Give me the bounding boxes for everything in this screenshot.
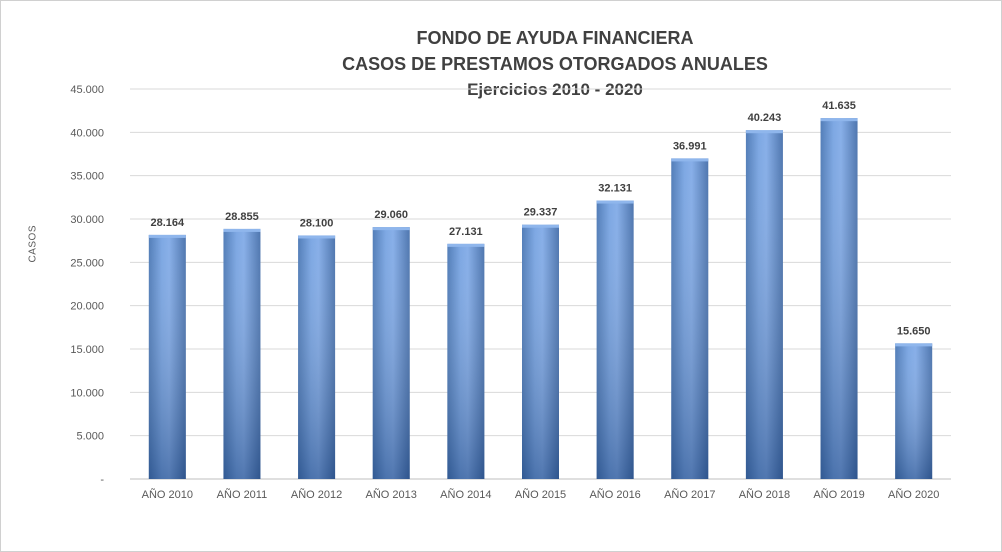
bar-group: 28.100 [298, 217, 336, 479]
data-label: 27.131 [449, 226, 483, 238]
bar-group: 29.060 [372, 209, 410, 479]
chart-titles: FONDO DE AYUDA FINANCIERA CASOS DE PREST… [155, 26, 955, 103]
data-label: 29.060 [374, 209, 408, 221]
data-label: 41.635 [822, 100, 856, 112]
y-tick-label: 35.000 [70, 171, 104, 183]
bar-group: 32.131 [596, 183, 634, 480]
x-tick-label: AÑO 2013 [366, 488, 417, 501]
x-tick-label: AÑO 2018 [739, 488, 790, 501]
x-tick-label: AÑO 2017 [664, 488, 715, 501]
data-label: 29.337 [524, 207, 558, 219]
y-tick-label: 10.000 [70, 387, 104, 399]
bar-group: 41.635 [820, 100, 858, 479]
bar-cap [372, 227, 410, 231]
data-label: 40.243 [748, 112, 782, 124]
bar-cap [596, 200, 634, 204]
bar-group: 28.855 [223, 211, 261, 479]
y-tick-label: 15.000 [70, 344, 104, 356]
bar-group: 40.243 [745, 112, 783, 479]
bar-cap [298, 235, 336, 239]
bar-group: 15.650 [895, 325, 933, 479]
bar-shade [447, 243, 485, 479]
bar-shade [671, 158, 709, 480]
bar-cap [671, 158, 709, 162]
bar-group: 27.131 [447, 226, 485, 479]
bar-shade [148, 234, 186, 479]
x-tick-label: AÑO 2016 [589, 488, 640, 501]
data-label: 28.100 [300, 217, 334, 229]
y-tick-label: 40.000 [70, 127, 104, 139]
bar-cap [895, 343, 933, 347]
chart-title: FONDO DE AYUDA FINANCIERA [416, 28, 694, 48]
x-axis-ticks: AÑO 2010 AÑO 2011 AÑO 2012 AÑO 2013 AÑO 2014… [142, 488, 940, 501]
bar-cap [820, 118, 858, 122]
bar-shade [223, 228, 261, 479]
bar-cap [148, 234, 186, 238]
bar-shade [522, 224, 559, 479]
y-tick-label: 30.000 [70, 214, 104, 226]
y-tick-label: 5.000 [76, 431, 104, 443]
bar-cap [447, 243, 485, 247]
chart-subtitle: CASOS DE PRESTAMOS OTORGADOS ANUALES [342, 53, 768, 74]
y-axis-ticks: - 5.000 10.000 15.000 20.000 25.000 30.000 35.0… [70, 84, 104, 486]
bar-cap [223, 228, 261, 232]
bar-group: 36.991 [671, 140, 709, 480]
bar-cap [745, 130, 783, 134]
bar-shade [298, 235, 336, 479]
x-tick-label: AÑO 2019 [813, 488, 864, 501]
y-tick-label: 20.000 [70, 301, 104, 313]
bar-shade [820, 118, 858, 479]
x-tick-label: AÑO 2014 [440, 488, 491, 501]
y-tick-label: - [100, 474, 104, 486]
bar-shade [372, 227, 410, 479]
data-label: 28.855 [225, 211, 259, 223]
x-tick-label: AÑO 2020 [888, 488, 939, 501]
bar-shade [745, 130, 783, 479]
data-label: 36.991 [673, 140, 707, 152]
bar-group: 29.337 [522, 207, 559, 479]
bars: 28.164 28.855 28.100 29.060 27.131 29.337 32.1… [148, 100, 933, 480]
data-label: 15.650 [897, 325, 931, 337]
y-tick-label: 45.000 [70, 84, 104, 96]
data-label: 32.131 [598, 183, 632, 195]
x-tick-label: AÑO 2012 [291, 488, 342, 501]
bar-group: 28.164 [148, 217, 186, 479]
x-tick-label: AÑO 2010 [142, 488, 193, 501]
x-tick-label: AÑO 2015 [515, 488, 566, 501]
bar-cap [522, 224, 559, 228]
y-tick-label: 25.000 [70, 257, 104, 269]
data-label: 28.164 [150, 217, 185, 229]
x-tick-label: AÑO 2011 [217, 488, 268, 501]
bar-shade [596, 200, 634, 480]
bar-shade [895, 343, 933, 479]
